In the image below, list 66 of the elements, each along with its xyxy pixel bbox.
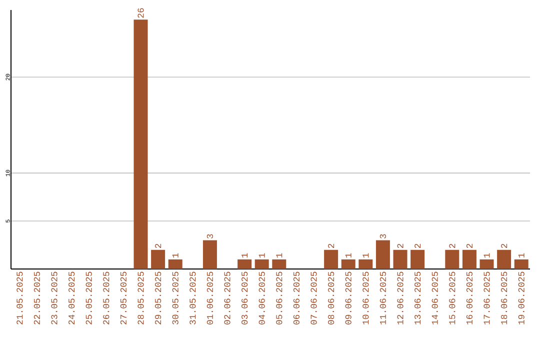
bar xyxy=(254,259,269,269)
x-tick-label: 29.05.2025 xyxy=(155,272,162,324)
data-label: 3 xyxy=(380,234,386,238)
bar xyxy=(376,240,390,269)
data-label: 2 xyxy=(414,244,421,248)
x-tick-label: 16.06.2025 xyxy=(466,272,473,324)
x-tick-label: 18.06.2025 xyxy=(501,272,508,324)
data-label: 26 xyxy=(138,8,144,18)
x-tick-label: 22.05.2025 xyxy=(34,272,40,324)
x-tick-label: 14.06.2025 xyxy=(432,272,438,324)
x-tick-label: 02.06.2025 xyxy=(224,272,230,324)
x-tick-label: 13.06.2025 xyxy=(414,272,421,324)
x-tick-label: 31.05.2025 xyxy=(190,272,196,324)
bar xyxy=(514,259,528,269)
x-tick-label: 19.06.2025 xyxy=(518,272,524,324)
x-tick-label: 05.06.2025 xyxy=(276,272,282,324)
x-tick-label: 25.05.2025 xyxy=(86,272,92,324)
x-tick-label: 12.06.2025 xyxy=(397,272,404,324)
x-tick-label: 06.06.2025 xyxy=(293,272,300,324)
bar xyxy=(134,20,148,269)
data-label: 2 xyxy=(449,244,456,248)
bar xyxy=(238,259,252,269)
data-label: 2 xyxy=(328,244,334,248)
bar xyxy=(168,259,182,269)
x-tick-label: 11.06.2025 xyxy=(380,272,386,324)
x-tick-label: 04.06.2025 xyxy=(258,272,265,324)
data-label: 1 xyxy=(242,253,248,258)
bar xyxy=(151,250,166,269)
x-tick-label: 21.05.2025 xyxy=(16,272,23,324)
data-label: 1 xyxy=(484,253,490,258)
x-tick-label: 23.05.2025 xyxy=(51,272,58,324)
data-label: 1 xyxy=(345,253,352,258)
bar xyxy=(445,250,460,269)
data-label: 2 xyxy=(501,244,508,248)
bar xyxy=(393,250,408,269)
data-label: 2 xyxy=(155,244,162,248)
data-label: 1 xyxy=(518,253,524,258)
x-tick-label: 07.06.2025 xyxy=(310,272,317,324)
x-tick-label: 30.05.2025 xyxy=(172,272,178,324)
x-tick-label: 27.05.2025 xyxy=(120,272,126,324)
data-label: 2 xyxy=(397,244,404,248)
bar xyxy=(410,250,425,269)
bar xyxy=(480,259,494,269)
bar xyxy=(341,259,356,269)
x-tick-label: 08.06.2025 xyxy=(328,272,334,324)
data-label: 3 xyxy=(206,234,213,238)
bar xyxy=(358,259,373,269)
data-label: 1 xyxy=(362,253,369,258)
bar xyxy=(272,259,286,269)
x-tick-label: 26.05.2025 xyxy=(103,272,110,324)
x-tick-label: 28.05.2025 xyxy=(138,272,144,324)
bar xyxy=(497,250,512,269)
x-tick-label: 09.06.2025 xyxy=(345,272,352,324)
x-tick-label: 10.06.2025 xyxy=(362,272,369,324)
x-tick-label: 24.05.2025 xyxy=(68,272,75,324)
data-label: 1 xyxy=(172,253,178,258)
data-label: 1 xyxy=(276,253,282,258)
x-tick-label: 03.06.2025 xyxy=(242,272,248,324)
bar xyxy=(462,250,476,269)
bar xyxy=(202,240,217,269)
x-tick-label: 15.06.2025 xyxy=(449,272,456,324)
data-label: 2 xyxy=(466,244,472,248)
x-tick-label: 17.06.2025 xyxy=(484,272,490,324)
x-tick-label: 01.06.2025 xyxy=(206,272,213,324)
bar xyxy=(324,250,338,269)
data-label: 1 xyxy=(258,253,265,258)
